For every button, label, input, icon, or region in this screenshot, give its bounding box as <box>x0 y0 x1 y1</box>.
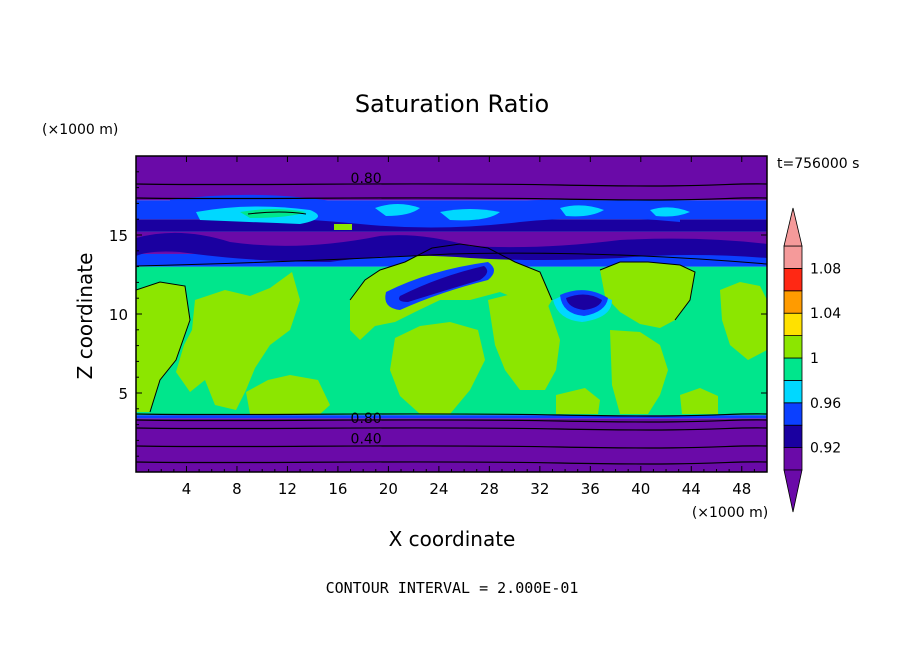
contour-outline-2 <box>599 261 696 321</box>
contour-region-2 <box>246 375 330 414</box>
contour-region-4 <box>390 322 485 414</box>
x-tick-label-3: 16 <box>328 480 347 498</box>
colorbar-swatch-7 <box>783 290 803 314</box>
contour-outline-0 <box>136 281 191 413</box>
contour-label-2: 0.40 <box>351 432 382 448</box>
colorbar-swatch-4 <box>783 357 803 381</box>
contour-plot-area <box>136 156 767 472</box>
x-axis-ticks: 4 8 12 16 20 24 28 32 36 40 44 48 <box>148 156 755 498</box>
contour-outline-1 <box>349 243 553 301</box>
y-tick-label-1: 10 <box>109 306 128 324</box>
contour-line-3 <box>136 419 767 423</box>
contour-line-5 <box>136 445 767 449</box>
x-tick-label-6: 28 <box>480 480 499 498</box>
chart-title: Saturation Ratio <box>355 90 549 118</box>
contour-lines <box>136 183 767 465</box>
contour-line-2 <box>136 413 767 417</box>
x-tick-label-0: 4 <box>182 480 192 498</box>
contour-line-1 <box>136 197 767 201</box>
contour-region-6 <box>556 388 600 414</box>
x-tick-label-9: 40 <box>631 480 650 498</box>
band-1 <box>136 415 767 419</box>
contour-region-23 <box>240 209 306 218</box>
contour-region-10 <box>720 282 767 360</box>
contour-region-0 <box>136 282 190 412</box>
x-tick-label-11: 48 <box>732 480 751 498</box>
colorbar-tick-label-1: 0.96 <box>810 396 841 412</box>
x-tick-label-2: 12 <box>278 480 297 498</box>
x-unit-label: (×1000 m) <box>692 505 768 521</box>
colorbar-max-extension <box>783 207 803 247</box>
contour-region-19 <box>375 204 420 216</box>
y-tick-label-2: 15 <box>109 227 128 245</box>
contour-outline-4 <box>247 211 307 215</box>
x-tick-label-10: 44 <box>682 480 701 498</box>
contour-interval-footer: CONTOUR INTERVAL = 2.000E-01 <box>326 579 579 597</box>
y-axis-label: Z coordinate <box>73 253 97 380</box>
colorbar-swatch-2 <box>783 402 803 426</box>
colorbar-swatch-6 <box>783 312 803 337</box>
contour-region-20 <box>440 209 500 221</box>
contour-region-21 <box>560 205 604 217</box>
contour-line-0 <box>136 183 767 187</box>
y-axis-ticks: 5 10 15 <box>109 171 767 457</box>
contour-outline-3 <box>136 252 767 267</box>
contour-region-15 <box>399 266 488 302</box>
contour-label-1: 0.80 <box>351 411 382 427</box>
x-tick-label-1: 8 <box>232 480 242 498</box>
contour-line-6 <box>136 461 767 465</box>
contour-label-0: 0.80 <box>351 171 382 187</box>
colorbar-swatch-0 <box>783 447 803 471</box>
x-tick-label-4: 20 <box>379 480 398 498</box>
x-axis-label: X coordinate <box>389 527 516 551</box>
colorbar-tick-label-0: 0.92 <box>810 441 841 457</box>
contour-region-9 <box>680 388 718 414</box>
contour-region-24 <box>334 224 352 230</box>
colorbar-tick-label-4: 1.08 <box>810 261 841 277</box>
contour-region-3 <box>350 244 552 340</box>
contour-line-4 <box>136 427 767 431</box>
y-tick-label-0: 5 <box>118 385 128 403</box>
time-label: t=756000 s <box>777 156 859 172</box>
contour-region-8 <box>610 330 668 414</box>
x-tick-label-5: 24 <box>429 480 448 498</box>
colorbar-swatch-9 <box>783 245 803 269</box>
colorbar-min-extension <box>783 469 803 513</box>
contour-region-12 <box>170 194 680 228</box>
contour-labels: 0.80 0.80 0.40 <box>351 171 382 448</box>
contour-region-1 <box>176 272 300 410</box>
x-tick-label-7: 32 <box>530 480 549 498</box>
x-tick-label-8: 36 <box>581 480 600 498</box>
colorbar-swatch-5 <box>783 335 803 359</box>
y-unit-label: (×1000 m) <box>42 122 118 138</box>
contour-region-5 <box>488 292 560 390</box>
contour-region-16 <box>566 294 602 310</box>
colorbar-swatch-3 <box>783 379 803 404</box>
colorbar-swatch-1 <box>783 424 803 449</box>
band-7 <box>136 156 767 201</box>
contour-region-22 <box>650 207 690 217</box>
colorbar-swatch-8 <box>783 267 803 292</box>
colorbar-tick-label-2: 1 <box>810 351 819 367</box>
colorbar-tick-label-3: 1.04 <box>810 306 841 322</box>
colorbar: 0.92 0.96 1 1.04 1.08 <box>783 207 841 513</box>
contour-region-7 <box>600 262 695 328</box>
contour-features <box>136 194 767 414</box>
